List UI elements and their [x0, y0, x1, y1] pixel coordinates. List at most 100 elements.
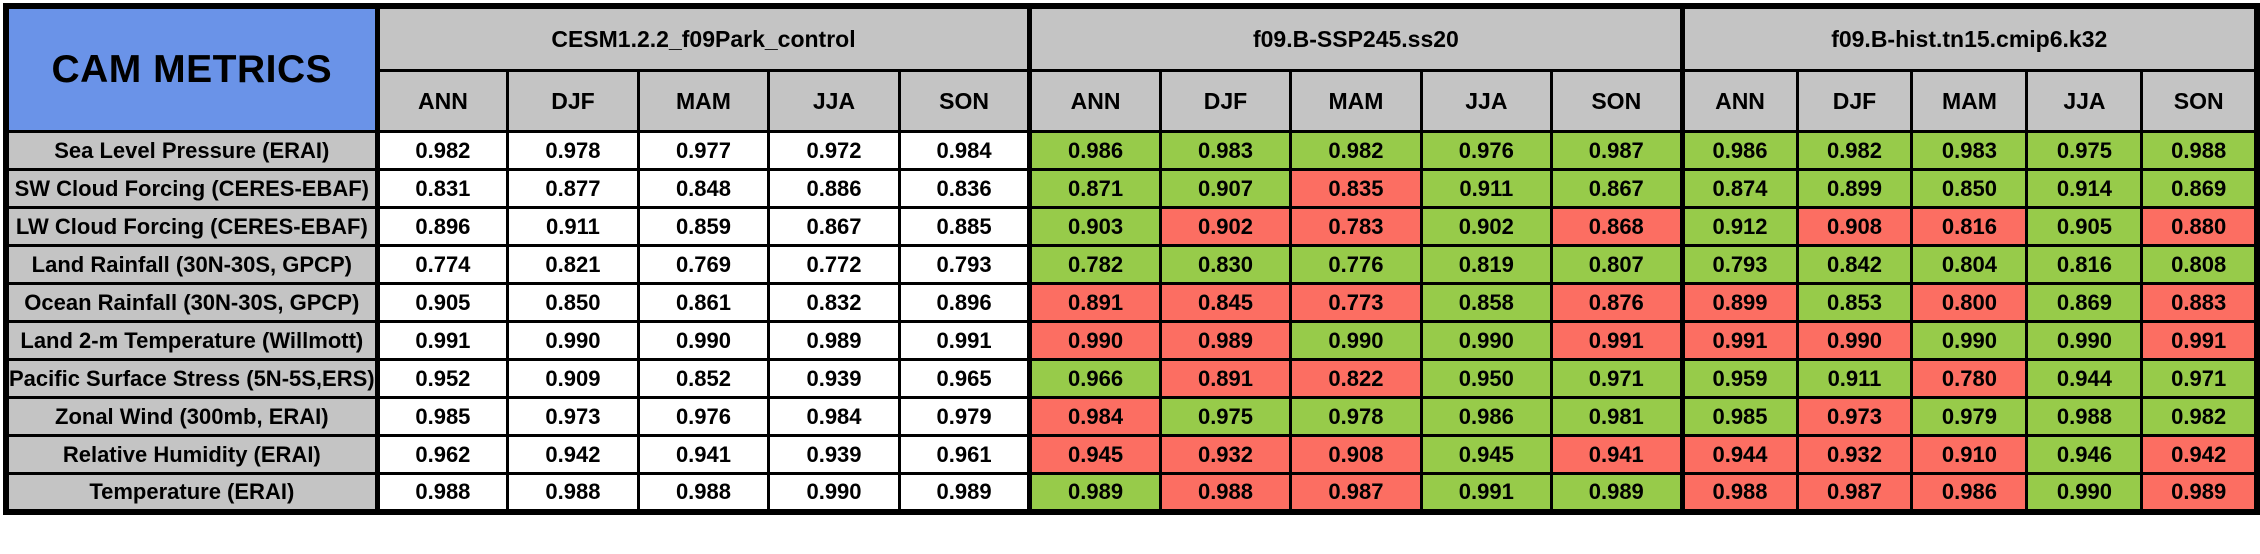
- metric-value-cell: 0.836: [897, 168, 1032, 209]
- metric-value-cell: 0.990: [1289, 320, 1423, 361]
- metric-value-cell: 0.902: [1158, 206, 1293, 247]
- season-header-jja: JJA: [1419, 69, 1554, 133]
- group-header-hist: f09.B-hist.tn15.cmip6.k32: [1679, 4, 2259, 72]
- metric-value-cell: 0.880: [2140, 206, 2259, 247]
- metric-value-cell: 0.989: [767, 320, 901, 361]
- metric-value-cell: 0.912: [1679, 206, 1799, 247]
- metric-value-cell: 0.981: [1550, 396, 1684, 437]
- metric-value-cell: 0.991: [374, 320, 510, 361]
- metric-value-cell: 0.867: [1550, 168, 1684, 209]
- metric-value-cell: 0.903: [1027, 206, 1162, 247]
- metric-row: Land Rainfall (30N-30S, GPCP) 0.774 0.821 0…: [4, 244, 2259, 285]
- metric-value-cell: 0.942: [506, 434, 640, 475]
- table-header: CAM METRICS CESM1.2.2_f09Park_control f0…: [4, 4, 2259, 133]
- metric-value-cell: 0.861: [636, 282, 771, 323]
- season-header-ann: ANN: [1027, 69, 1162, 133]
- metric-value-cell: 0.986: [1910, 472, 2029, 513]
- metric-value-cell: 0.782: [1027, 244, 1162, 285]
- metric-value-cell: 0.905: [374, 282, 510, 323]
- metric-row: Sea Level Pressure (ERAI) 0.982 0.978 0.977…: [4, 130, 2259, 171]
- metric-row: Zonal Wind (300mb, ERAI) 0.985 0.973 0.976 0…: [4, 396, 2259, 437]
- row-label: Relative Humidity (ERAI): [4, 434, 379, 475]
- metric-value-cell: 0.830: [1158, 244, 1293, 285]
- metric-value-cell: 0.783: [1289, 206, 1423, 247]
- metric-value-cell: 0.988: [1158, 472, 1293, 513]
- metric-value-cell: 0.988: [636, 472, 771, 513]
- group-header-row: CAM METRICS CESM1.2.2_f09Park_control f0…: [4, 4, 2259, 133]
- metric-value-cell: 0.965: [897, 358, 1032, 399]
- metric-value-cell: 0.858: [1419, 282, 1554, 323]
- metric-row: Ocean Rainfall (30N-30S, GPCP) 0.905 0.850…: [4, 282, 2259, 323]
- metric-value-cell: 0.780: [1910, 358, 2029, 399]
- metric-value-cell: 0.869: [2140, 168, 2259, 209]
- metric-value-cell: 0.769: [636, 244, 771, 285]
- metric-value-cell: 0.939: [767, 358, 901, 399]
- season-header-jja: JJA: [767, 69, 901, 133]
- metric-value-cell: 0.989: [2140, 472, 2259, 513]
- metric-value-cell: 0.773: [1289, 282, 1423, 323]
- season-header-son: SON: [897, 69, 1032, 133]
- metric-value-cell: 0.869: [2025, 282, 2144, 323]
- group-header-ssp245: f09.B-SSP245.ss20: [1027, 4, 1684, 72]
- metric-value-cell: 0.950: [1419, 358, 1554, 399]
- metric-value-cell: 0.990: [1910, 320, 2029, 361]
- row-label: SW Cloud Forcing (CERES-EBAF): [4, 168, 379, 209]
- season-header-ann: ANN: [374, 69, 510, 133]
- group-header-control: CESM1.2.2_f09Park_control: [374, 4, 1032, 72]
- table-body: Sea Level Pressure (ERAI) 0.982 0.978 0.977…: [4, 130, 2259, 513]
- metric-value-cell: 0.932: [1795, 434, 1914, 475]
- metric-value-cell: 0.986: [1027, 130, 1162, 171]
- metric-value-cell: 0.896: [897, 282, 1032, 323]
- metric-value-cell: 0.911: [1419, 168, 1554, 209]
- metric-value-cell: 0.908: [1795, 206, 1914, 247]
- metric-value-cell: 0.986: [1419, 396, 1554, 437]
- metric-row: Relative Humidity (ERAI) 0.962 0.942 0.941 0…: [4, 434, 2259, 475]
- metric-value-cell: 0.978: [1289, 396, 1423, 437]
- metric-value-cell: 0.850: [506, 282, 640, 323]
- metric-value-cell: 0.896: [374, 206, 510, 247]
- metric-value-cell: 0.899: [1795, 168, 1914, 209]
- metric-value-cell: 0.941: [1550, 434, 1684, 475]
- metric-value-cell: 0.988: [2025, 396, 2144, 437]
- metric-value-cell: 0.804: [1910, 244, 2029, 285]
- metric-value-cell: 0.945: [1027, 434, 1162, 475]
- metric-value-cell: 0.990: [2025, 320, 2144, 361]
- metric-value-cell: 0.772: [767, 244, 901, 285]
- metric-value-cell: 0.990: [1795, 320, 1914, 361]
- metric-row: Temperature (ERAI) 0.988 0.988 0.988 0.990 0.…: [4, 472, 2259, 513]
- metric-row: SW Cloud Forcing (CERES-EBAF) 0.831 0.877 0…: [4, 168, 2259, 209]
- metric-value-cell: 0.859: [636, 206, 771, 247]
- metric-value-cell: 0.975: [2025, 130, 2144, 171]
- season-header-row: ANN DJF MAM JJA SON ANN DJF MAM JJA SON ANN DJF MAM J…: [6, 69, 2259, 133]
- metric-value-cell: 0.971: [2140, 358, 2259, 399]
- metric-value-cell: 0.793: [1679, 244, 1799, 285]
- metric-value-cell: 0.985: [1679, 396, 1799, 437]
- metric-value-cell: 0.944: [1679, 434, 1799, 475]
- metric-value-cell: 0.979: [897, 396, 1032, 437]
- table-title: CAM METRICS: [4, 4, 379, 133]
- metric-row: Land 2-m Temperature (Willmott) 0.991 0.99…: [4, 320, 2259, 361]
- metric-value-cell: 0.987: [1795, 472, 1914, 513]
- row-label: Sea Level Pressure (ERAI): [4, 130, 379, 171]
- metric-value-cell: 0.990: [506, 320, 640, 361]
- metric-value-cell: 0.982: [1289, 130, 1423, 171]
- metric-value-cell: 0.973: [506, 396, 640, 437]
- metric-value-cell: 0.850: [1910, 168, 2029, 209]
- metric-value-cell: 0.822: [1289, 358, 1423, 399]
- metric-value-cell: 0.976: [636, 396, 771, 437]
- row-label: Ocean Rainfall (30N-30S, GPCP): [4, 282, 379, 323]
- row-label: Land 2-m Temperature (Willmott): [4, 320, 379, 361]
- metric-value-cell: 0.891: [1158, 358, 1293, 399]
- metric-value-cell: 0.845: [1158, 282, 1293, 323]
- metric-value-cell: 0.832: [767, 282, 901, 323]
- metric-value-cell: 0.774: [374, 244, 510, 285]
- metric-value-cell: 0.990: [767, 472, 901, 513]
- metric-value-cell: 0.946: [2025, 434, 2144, 475]
- metric-value-cell: 0.874: [1679, 168, 1799, 209]
- metric-value-cell: 0.991: [1679, 320, 1799, 361]
- metric-value-cell: 0.883: [2140, 282, 2259, 323]
- row-label: Pacific Surface Stress (5N-5S,ERS): [4, 358, 379, 399]
- metric-value-cell: 0.983: [1910, 130, 2029, 171]
- metric-value-cell: 0.989: [897, 472, 1032, 513]
- metric-value-cell: 0.911: [1795, 358, 1914, 399]
